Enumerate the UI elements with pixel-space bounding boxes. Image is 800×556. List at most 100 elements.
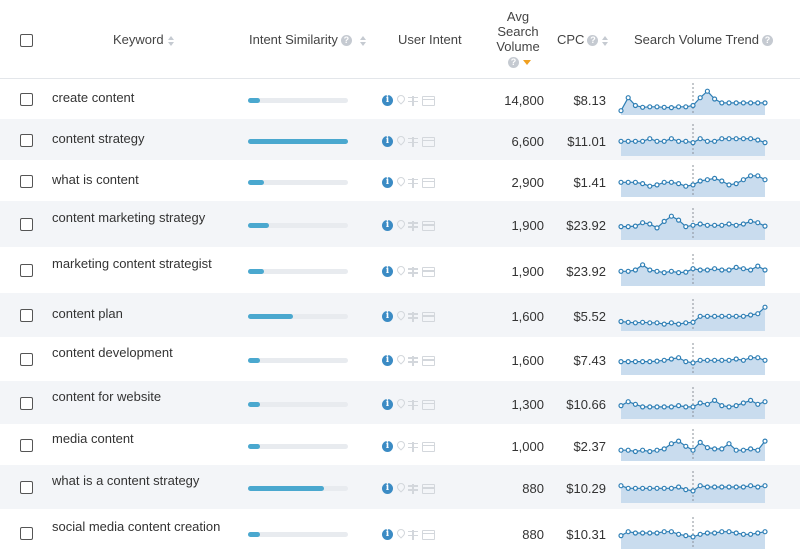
navigational-intent-icon[interactable] bbox=[408, 221, 418, 231]
row-checkbox[interactable] bbox=[20, 526, 33, 540]
informational-intent-icon[interactable]: i bbox=[382, 440, 393, 452]
trend-point bbox=[740, 399, 747, 406]
transactional-intent-icon[interactable] bbox=[422, 136, 435, 147]
trend-area bbox=[621, 531, 765, 549]
search-volume-trend-sparkline[interactable] bbox=[618, 206, 768, 242]
informational-intent-icon[interactable]: i bbox=[382, 220, 393, 231]
intent-similarity-header-label: Intent Similarity bbox=[249, 32, 338, 47]
local-intent-icon[interactable] bbox=[395, 396, 407, 409]
local-intent-icon[interactable] bbox=[395, 174, 407, 187]
search-volume-trend-sparkline[interactable] bbox=[618, 385, 768, 421]
keyword-link[interactable]: media content bbox=[52, 430, 134, 446]
row-checkbox[interactable] bbox=[20, 174, 33, 188]
row-checkbox[interactable] bbox=[20, 438, 33, 452]
search-volume-trend-sparkline[interactable] bbox=[618, 469, 768, 505]
row-checkbox[interactable] bbox=[20, 218, 33, 231]
navigational-intent-icon[interactable] bbox=[408, 441, 418, 452]
search-volume-trend-sparkline[interactable] bbox=[618, 515, 768, 551]
keyword-link[interactable]: marketing content strategist bbox=[52, 256, 212, 271]
transactional-intent-icon[interactable] bbox=[422, 221, 435, 231]
trend-point bbox=[654, 485, 660, 491]
search-volume-trend-sparkline[interactable] bbox=[618, 427, 768, 463]
trend-point bbox=[668, 135, 675, 141]
trend-point bbox=[697, 94, 703, 100]
navigational-intent-icon[interactable] bbox=[408, 267, 418, 277]
navigational-intent-icon[interactable] bbox=[408, 399, 418, 410]
local-intent-icon[interactable] bbox=[395, 526, 407, 539]
trend-point bbox=[683, 138, 689, 144]
transactional-intent-icon[interactable] bbox=[422, 95, 435, 106]
informational-intent-icon[interactable]: i bbox=[382, 176, 393, 188]
keyword-link[interactable]: content plan bbox=[52, 306, 123, 321]
navigational-intent-icon[interactable] bbox=[408, 312, 418, 322]
navigational-intent-icon[interactable] bbox=[408, 177, 418, 188]
trend-point bbox=[697, 267, 703, 273]
informational-intent-icon[interactable]: i bbox=[382, 355, 393, 366]
transactional-intent-icon[interactable] bbox=[422, 484, 435, 494]
local-intent-icon[interactable] bbox=[395, 438, 407, 451]
informational-intent-icon[interactable]: i bbox=[382, 266, 393, 277]
search-volume-trend-sparkline[interactable] bbox=[618, 163, 768, 199]
help-icon[interactable]: ? bbox=[508, 57, 519, 69]
row-checkbox[interactable] bbox=[20, 133, 33, 147]
search-volume-trend-sparkline[interactable] bbox=[618, 341, 768, 377]
trend-point bbox=[668, 320, 675, 326]
row-checkbox[interactable] bbox=[20, 481, 33, 494]
select-all-checkbox[interactable] bbox=[20, 34, 33, 47]
row-checkbox[interactable] bbox=[20, 396, 33, 410]
keyword-link[interactable]: create content bbox=[52, 89, 135, 105]
keyword-column-header[interactable]: Keyword bbox=[113, 32, 175, 47]
navigational-intent-icon[interactable] bbox=[408, 529, 418, 540]
search-volume-trend-sparkline[interactable] bbox=[618, 297, 768, 333]
table-row: what is a content strategy i 880 $10.29 bbox=[0, 465, 800, 509]
row-checkbox[interactable] bbox=[20, 92, 33, 106]
transactional-intent-icon[interactable] bbox=[422, 312, 435, 322]
keyword-link[interactable]: content strategy bbox=[52, 130, 145, 146]
row-checkbox[interactable] bbox=[20, 309, 33, 322]
keyword-link[interactable]: content for website bbox=[52, 388, 162, 404]
local-intent-icon[interactable] bbox=[395, 309, 407, 321]
transactional-intent-icon[interactable] bbox=[422, 356, 435, 366]
informational-intent-icon[interactable]: i bbox=[382, 311, 393, 322]
trend-point bbox=[704, 444, 711, 450]
volume-column-header[interactable]: Avg Search Volume ? bbox=[490, 9, 546, 69]
trend-point bbox=[654, 320, 660, 326]
keyword-link[interactable]: what is content bbox=[52, 171, 139, 187]
help-icon[interactable]: ? bbox=[587, 35, 599, 47]
informational-intent-icon[interactable]: i bbox=[382, 135, 393, 147]
transactional-intent-icon[interactable] bbox=[422, 529, 435, 540]
keyword-link[interactable]: social media content creation bbox=[52, 518, 221, 534]
navigational-intent-icon[interactable] bbox=[408, 484, 418, 494]
intent-similarity-column-header[interactable]: Intent Similarity? bbox=[249, 32, 367, 47]
help-icon[interactable]: ? bbox=[762, 35, 774, 47]
local-intent-icon[interactable] bbox=[395, 353, 407, 365]
transactional-intent-icon[interactable] bbox=[422, 267, 435, 277]
keyword-link[interactable]: what is a content strategy bbox=[52, 473, 200, 488]
informational-intent-icon[interactable]: i bbox=[382, 94, 393, 106]
keyword-link[interactable]: content development bbox=[52, 345, 173, 360]
search-volume-trend-sparkline[interactable] bbox=[618, 81, 768, 117]
local-intent-icon[interactable] bbox=[395, 481, 407, 493]
help-icon[interactable]: ? bbox=[340, 35, 352, 47]
local-intent-icon[interactable] bbox=[395, 133, 407, 146]
transactional-intent-icon[interactable] bbox=[422, 399, 435, 410]
search-volume-trend-sparkline[interactable] bbox=[618, 252, 768, 288]
local-intent-icon[interactable] bbox=[395, 264, 407, 276]
local-intent-icon[interactable] bbox=[395, 218, 407, 230]
navigational-intent-icon[interactable] bbox=[408, 136, 418, 147]
informational-intent-icon[interactable]: i bbox=[382, 398, 393, 410]
transactional-intent-icon[interactable] bbox=[422, 441, 435, 452]
search-volume: 1,900 bbox=[511, 264, 544, 279]
navigational-intent-icon[interactable] bbox=[408, 95, 418, 106]
search-volume-trend-sparkline[interactable] bbox=[618, 122, 768, 158]
local-intent-icon[interactable] bbox=[395, 92, 407, 105]
row-checkbox[interactable] bbox=[20, 264, 33, 277]
informational-intent-icon[interactable]: i bbox=[382, 483, 393, 494]
row-checkbox[interactable] bbox=[20, 353, 33, 366]
navigational-intent-icon[interactable] bbox=[408, 356, 418, 366]
informational-intent-icon[interactable]: i bbox=[382, 528, 393, 540]
keyword-link[interactable]: content marketing strategy bbox=[52, 210, 206, 225]
trend-point bbox=[661, 528, 667, 534]
transactional-intent-icon[interactable] bbox=[422, 177, 435, 188]
cpc-column-header[interactable]: CPC? bbox=[557, 32, 609, 47]
